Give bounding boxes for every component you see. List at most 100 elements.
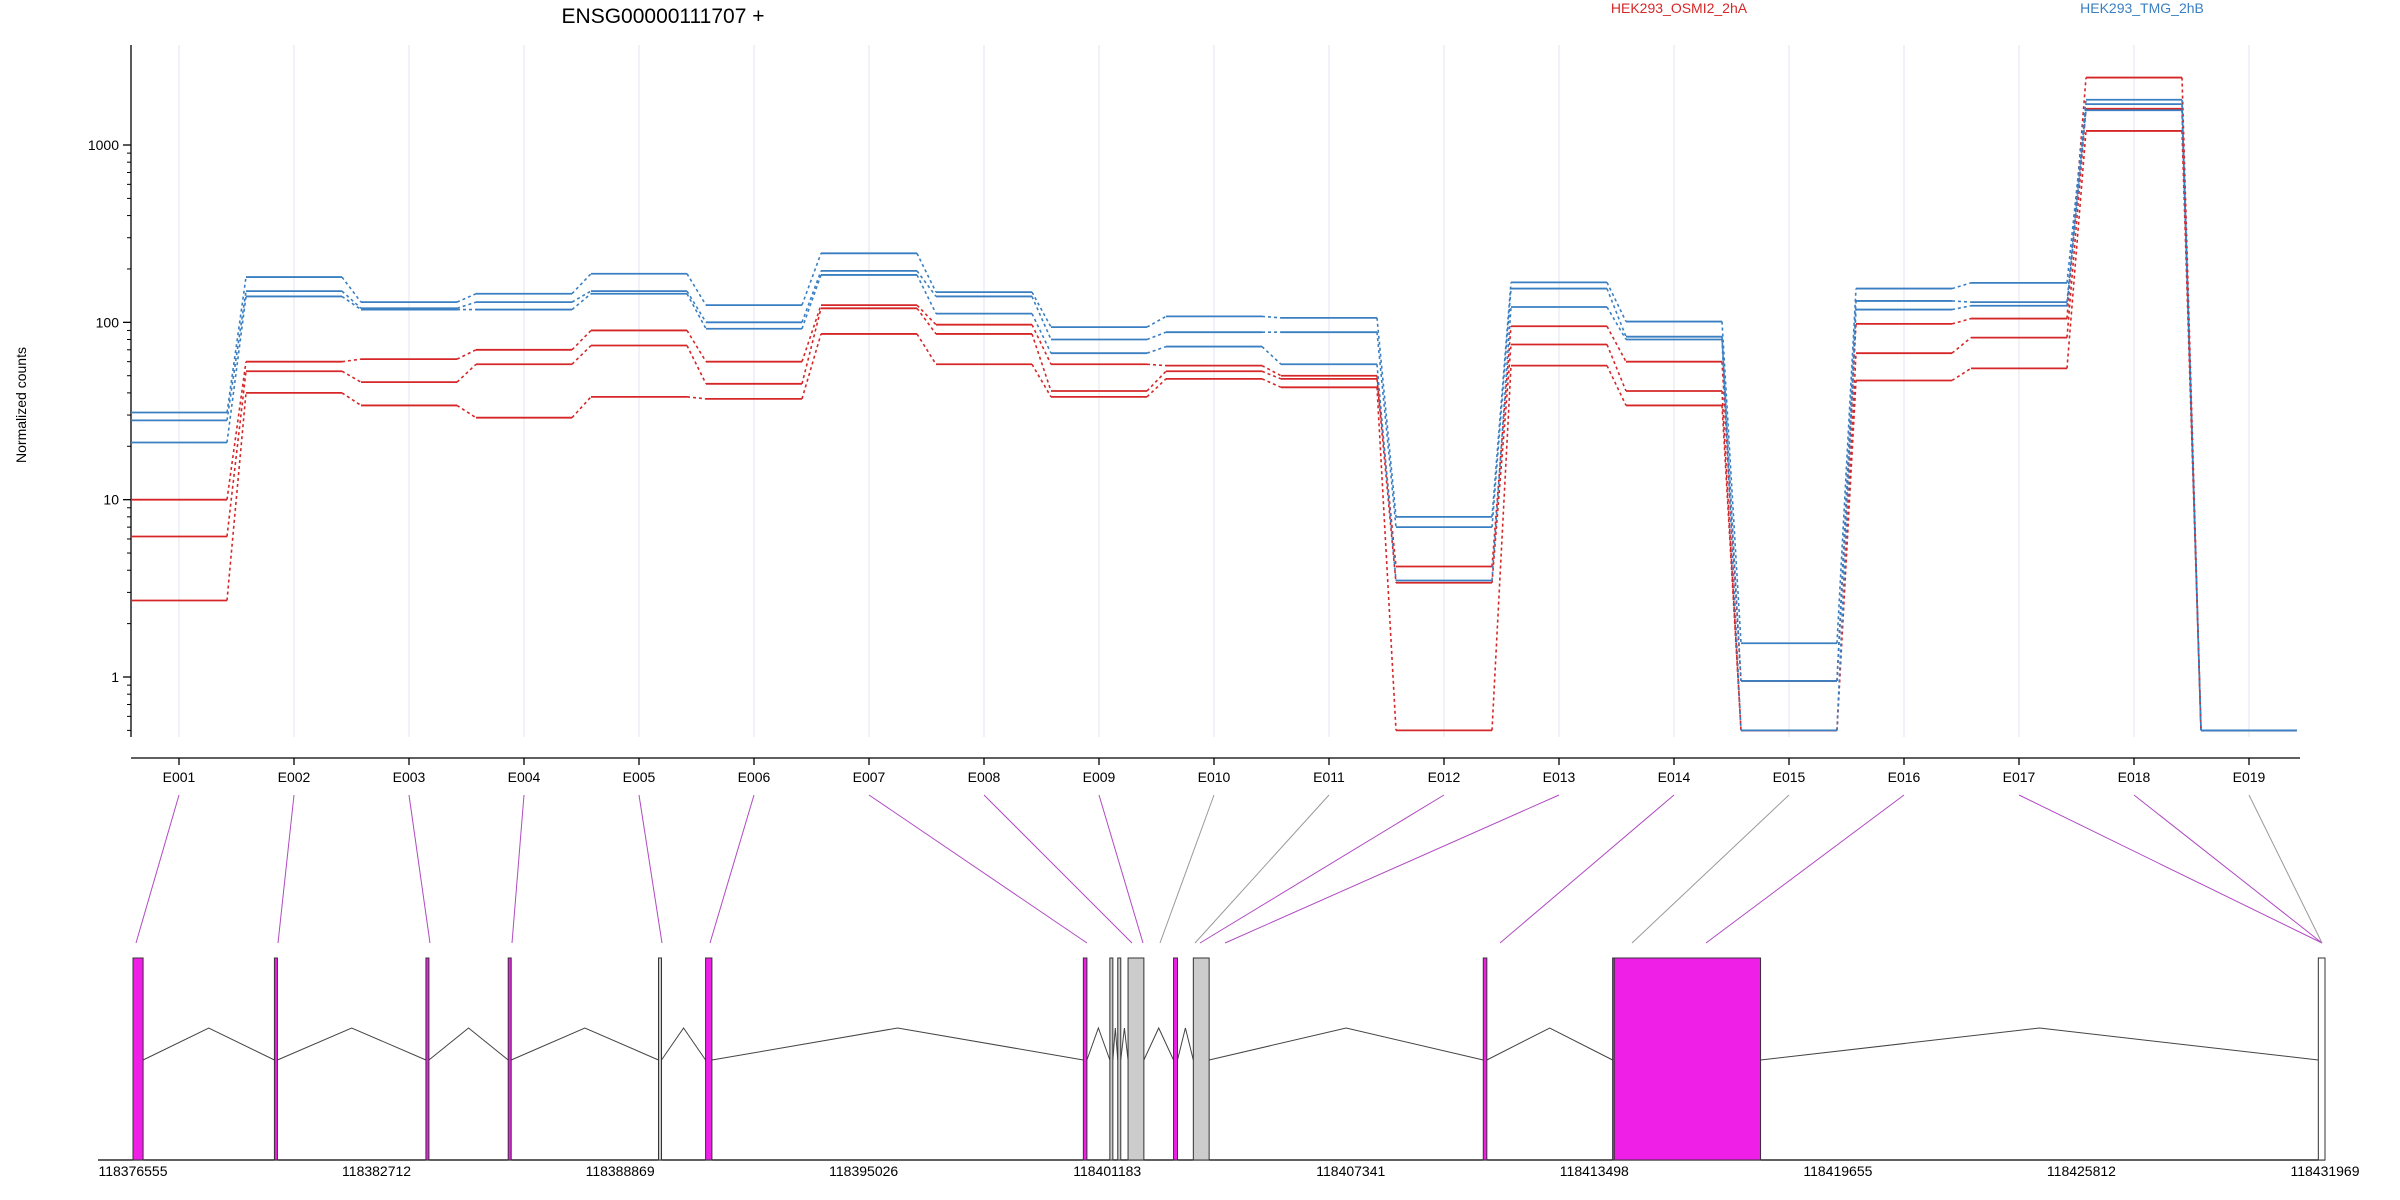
series-connector <box>341 358 362 363</box>
x-tick-label: E010 <box>1198 769 1231 785</box>
series-connector <box>916 304 937 326</box>
series-connector <box>571 396 592 419</box>
series-connector <box>1261 345 1282 365</box>
x-tick-label: E008 <box>968 769 1001 785</box>
series-connector <box>1031 296 1052 340</box>
series-connector <box>801 308 822 385</box>
series-connector <box>571 329 592 351</box>
exon-connector <box>1199 794 1445 944</box>
series-connector <box>1261 364 1282 377</box>
genomic-tick-label: 118382712 <box>342 1163 411 1179</box>
exon-connector <box>135 794 180 944</box>
series-connector <box>341 290 362 309</box>
y-tick-label: 1 <box>111 669 119 685</box>
chart-title: ENSG00000111707 + <box>562 5 765 28</box>
series-connector <box>686 396 707 400</box>
intron-line <box>277 1027 427 1061</box>
series-connector <box>1031 363 1052 398</box>
exon-connector <box>1194 794 1330 944</box>
exon-block <box>1613 957 1762 1161</box>
intron-line <box>428 1027 509 1061</box>
exon-block <box>425 957 430 1161</box>
series-connector <box>571 290 592 303</box>
series-connector <box>1606 306 1627 340</box>
series-connector <box>801 304 822 362</box>
exon-connector <box>1631 794 1790 944</box>
x-tick-label: E005 <box>623 769 656 785</box>
series-connector <box>1261 315 1282 319</box>
exon-connector <box>1098 794 1144 944</box>
exon-connector <box>277 794 295 944</box>
exon-connector <box>1499 794 1675 944</box>
series-5 <box>131 109 2297 732</box>
series-connector <box>571 344 592 365</box>
y-axis-label: Normalized counts <box>13 347 29 463</box>
series-connector <box>226 361 247 500</box>
exon-block <box>1109 957 1114 1161</box>
intron-line <box>510 1027 659 1061</box>
series-connector <box>1721 361 1742 681</box>
intron-line <box>142 1027 275 1061</box>
exon-connector-lines <box>135 794 2323 944</box>
exon-block <box>1082 957 1088 1161</box>
x-tick-label: E012 <box>1428 769 1461 785</box>
x-tick-label: E016 <box>1888 769 1921 785</box>
series-connector <box>686 290 707 323</box>
series-connector <box>1951 282 1972 290</box>
series-connector <box>916 270 937 297</box>
series-connector <box>1951 367 1972 382</box>
series-connector <box>1606 344 1627 392</box>
grid-lines <box>178 45 2250 737</box>
x-tick-label: E004 <box>508 769 541 785</box>
series-connector <box>1606 365 1627 406</box>
exon-connector <box>2133 794 2323 944</box>
y-tick-label: 1000 <box>88 137 119 153</box>
exon-block <box>132 957 144 1161</box>
series-connector <box>341 370 362 383</box>
series-connector <box>456 349 477 360</box>
series-connector <box>1606 325 1627 363</box>
series-connector <box>686 273 707 306</box>
gene-model: 118376555 118382712 118388869 118395026 1184… <box>98 957 2360 1179</box>
genomic-tick-label: 118407341 <box>1316 1163 1385 1179</box>
series-connector <box>456 301 477 310</box>
series-connector <box>226 296 247 443</box>
series-connector <box>1261 378 1282 389</box>
exon-connector <box>709 794 755 944</box>
exon-block <box>1127 957 1145 1161</box>
series-connector <box>1721 339 1742 731</box>
exon-connector <box>2018 794 2323 944</box>
series-connector <box>1031 313 1052 354</box>
series-connector <box>456 404 477 419</box>
y-tick-label: 10 <box>103 492 119 508</box>
intron-line <box>1143 1026 1174 1061</box>
series-connector <box>1606 282 1627 322</box>
series-connector <box>1031 333 1052 392</box>
exon-block <box>273 957 278 1161</box>
series-connector <box>686 330 707 363</box>
genomic-tick-label: 118388869 <box>586 1163 655 1179</box>
series-connector <box>916 307 937 335</box>
series-connector <box>1146 315 1167 328</box>
exon-block <box>1482 957 1488 1161</box>
intron-line <box>711 1027 1084 1061</box>
genomic-tick-label: 118431969 <box>2290 1163 2359 1179</box>
exon-connector <box>408 794 431 944</box>
x-tick-label: E013 <box>1543 769 1576 785</box>
series-connector <box>2066 110 2087 306</box>
series-connector <box>916 274 937 314</box>
series-connector <box>571 273 592 295</box>
x-tick-label: E001 <box>163 769 196 785</box>
intron-line <box>1760 1027 2319 1061</box>
series-connector <box>1491 288 1512 528</box>
axes: 1 10 100 1000 E001 E002 E003 E004 E005 E006 E007 E0… <box>88 45 2300 785</box>
exon-connector <box>638 794 663 944</box>
exon-connector <box>1224 794 1560 944</box>
series-connector <box>1491 306 1512 581</box>
genomic-tick-label: 118419655 <box>1803 1163 1872 1179</box>
legend-label-osmi: HEK293_OSMI2_2hA <box>1611 0 1748 16</box>
series-connector <box>226 290 247 421</box>
series-connector <box>1836 380 1857 731</box>
series-connector <box>1951 304 1972 311</box>
intron-line <box>1209 1027 1484 1061</box>
